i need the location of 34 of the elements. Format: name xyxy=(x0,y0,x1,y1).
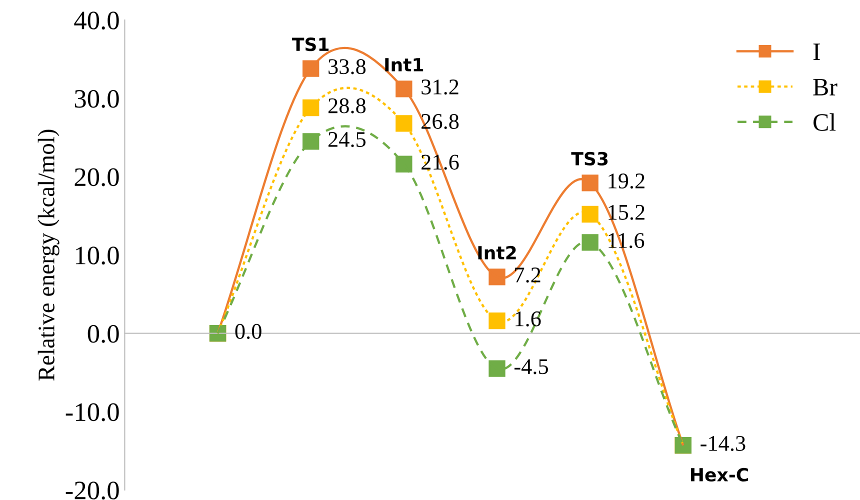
point xyxy=(488,360,506,377)
legend-label: I xyxy=(813,44,820,60)
data-label: 24.5 xyxy=(328,132,366,148)
x-tick-label: TS3 xyxy=(571,152,608,166)
data-label: 0.0 xyxy=(235,324,262,339)
y-tick-label: -20.0 xyxy=(66,482,119,500)
data-label: 1.6 xyxy=(516,311,541,326)
y-tick-label: 20.0 xyxy=(74,168,119,186)
y-axis-title: Relative energy (kcal/mol) xyxy=(38,130,60,381)
point xyxy=(488,312,506,330)
data-label: -4.5 xyxy=(514,359,548,374)
data-label: 19.2 xyxy=(608,174,644,189)
data-label: -14.3 xyxy=(700,436,746,452)
y-tick-label: 40.0 xyxy=(74,12,119,30)
x-tick-label: Int2 xyxy=(478,246,516,260)
y-tick-label: 0.0 xyxy=(88,324,119,343)
point xyxy=(396,115,412,132)
data-label: 33.8 xyxy=(328,59,366,74)
y-tick-label: -10.0 xyxy=(66,403,119,422)
point xyxy=(582,206,598,223)
y-tick-label: 10.0 xyxy=(76,246,119,265)
x-tick-label: TS1 xyxy=(292,38,329,52)
y-tick-label: 30.0 xyxy=(74,90,119,108)
point xyxy=(302,99,320,116)
data-label: 15.2 xyxy=(608,204,644,220)
legend-label: Br xyxy=(813,78,838,96)
data-label: 31.2 xyxy=(422,80,458,95)
x-tick-label: Hex-C xyxy=(691,468,748,482)
x-tick-label: Int1 xyxy=(385,58,424,72)
legend-label: Cl xyxy=(814,113,836,131)
data-label: 7.2 xyxy=(515,268,540,283)
data-label: 28.8 xyxy=(328,98,366,114)
point xyxy=(396,156,412,172)
point xyxy=(582,234,598,251)
